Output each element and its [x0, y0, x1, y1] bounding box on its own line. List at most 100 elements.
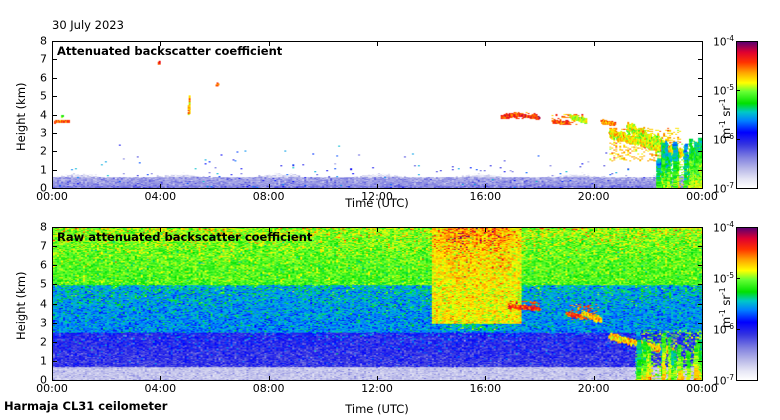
x-tick-mark	[593, 227, 595, 232]
y-tick-mark	[52, 151, 57, 153]
y-tick-mark	[698, 151, 703, 153]
colorbar-tick-mark	[736, 139, 740, 140]
y-tick-label: 0	[40, 181, 47, 195]
y-tick-label: 6	[40, 258, 47, 272]
y-tick-mark	[698, 360, 703, 362]
y-tick-mark	[698, 322, 703, 324]
panel-attenuated-backscatter: Attenuated backscatter coefficient	[52, 41, 703, 189]
y-tick-mark	[52, 322, 57, 324]
x-tick-mark	[593, 184, 595, 189]
colorbar-title-bottom: m-1 sr-1	[718, 287, 733, 328]
x-tick-mark	[268, 184, 270, 189]
y-tick-mark	[698, 96, 703, 98]
x-tick-mark	[485, 376, 487, 381]
y-tick-mark	[52, 59, 57, 61]
y-tick-mark	[52, 169, 57, 171]
colorbar-tick-mark	[736, 90, 740, 91]
y-tick-mark	[52, 265, 57, 267]
colorbar-gradient-top	[737, 42, 757, 188]
x-tick-label: 20:00	[577, 382, 610, 395]
x-tick-mark	[485, 184, 487, 189]
y-tick-mark	[698, 77, 703, 79]
x-tick-mark	[485, 41, 487, 46]
y-tick-mark	[52, 132, 57, 134]
y-tick-label: 5	[40, 89, 47, 103]
y-tick-mark	[698, 341, 703, 343]
x-tick-label: 00:00	[36, 382, 68, 395]
x-tick-mark	[268, 41, 270, 46]
x-tick-mark	[377, 227, 378, 232]
colorbar-tick-label: 10-6	[713, 322, 734, 337]
y-tick-mark	[52, 341, 57, 343]
panel-title-raw: Raw attenuated backscatter coefficient	[57, 230, 313, 244]
x-axis-title-top: Time (UTC)	[345, 196, 409, 210]
x-tick-mark	[268, 376, 270, 381]
x-tick-label: 04:00	[144, 190, 177, 203]
x-axis-title-bottom: Time (UTC)	[345, 402, 409, 416]
y-tick-label: 8	[40, 34, 47, 48]
x-tick-mark	[377, 41, 378, 46]
y-tick-mark	[698, 114, 703, 116]
station-caption: Harmaja CL31 ceilometer	[4, 399, 168, 413]
x-tick-label: 08:00	[252, 382, 285, 395]
colorbar-gradient-bottom	[737, 228, 757, 380]
y-tick-mark	[52, 114, 57, 116]
x-tick-label: 12:00	[361, 382, 393, 395]
y-tick-mark	[52, 246, 57, 248]
y-tick-label: 1	[40, 354, 47, 368]
x-tick-label: 12:00	[361, 190, 393, 203]
x-tick-label: 16:00	[469, 382, 502, 395]
colorbar-tick-mark	[736, 278, 740, 279]
x-tick-label: 00:00	[686, 382, 718, 395]
y-tick-label: 0	[40, 373, 47, 387]
x-tick-label: 00:00	[686, 190, 718, 203]
x-tick-mark	[160, 376, 162, 381]
attenuated-backscatter-heatmap	[53, 42, 702, 188]
y-tick-mark	[698, 265, 703, 267]
y-tick-label: 1	[40, 163, 47, 177]
x-tick-label: 08:00	[252, 190, 285, 203]
x-tick-mark	[485, 227, 487, 232]
x-tick-mark	[377, 184, 378, 189]
x-tick-label: 00:00	[36, 190, 68, 203]
y-tick-label: 7	[40, 239, 47, 253]
y-tick-mark	[698, 169, 703, 171]
panel-title-attenuated: Attenuated backscatter coefficient	[57, 44, 283, 58]
colorbar-tick-label: 10-4	[713, 34, 734, 49]
y-axis-title-top: Height (km)	[14, 82, 28, 151]
y-tick-mark	[698, 246, 703, 248]
y-tick-label: 6	[40, 71, 47, 85]
y-tick-mark	[52, 96, 57, 98]
y-tick-mark	[698, 284, 703, 286]
y-tick-label: 2	[40, 335, 47, 349]
x-tick-mark	[160, 41, 162, 46]
x-tick-mark	[377, 376, 378, 381]
x-tick-label: 04:00	[144, 382, 177, 395]
y-tick-mark	[52, 284, 57, 286]
colorbar-tick-label: 10-7	[713, 181, 734, 196]
colorbar-tick-label: 10-6	[713, 132, 734, 147]
y-tick-label: 3	[40, 316, 47, 330]
raw-backscatter-heatmap	[53, 228, 702, 380]
colorbar-tick-label: 10-4	[713, 220, 734, 235]
date-label: 30 July 2023	[52, 18, 124, 32]
x-tick-mark	[268, 227, 270, 232]
y-tick-label: 4	[40, 297, 47, 310]
y-tick-mark	[698, 132, 703, 134]
panel-raw-backscatter: Raw attenuated backscatter coefficient	[52, 227, 703, 381]
y-tick-label: 4	[40, 108, 47, 121]
y-axis-title-bottom: Height (km)	[14, 271, 28, 340]
y-tick-mark	[698, 59, 703, 61]
y-tick-label: 2	[40, 144, 47, 158]
x-tick-label: 20:00	[577, 190, 610, 203]
x-tick-label: 16:00	[469, 190, 502, 203]
y-tick-mark	[698, 303, 703, 305]
y-tick-mark	[52, 77, 57, 79]
colorbar-tick-mark	[736, 329, 740, 330]
colorbar-title-top: m-1 sr-1	[718, 98, 733, 139]
y-tick-mark	[52, 360, 57, 362]
colorbar-tick-label: 10-5	[713, 83, 734, 98]
y-tick-label: 7	[40, 52, 47, 66]
y-tick-label: 8	[40, 220, 47, 234]
